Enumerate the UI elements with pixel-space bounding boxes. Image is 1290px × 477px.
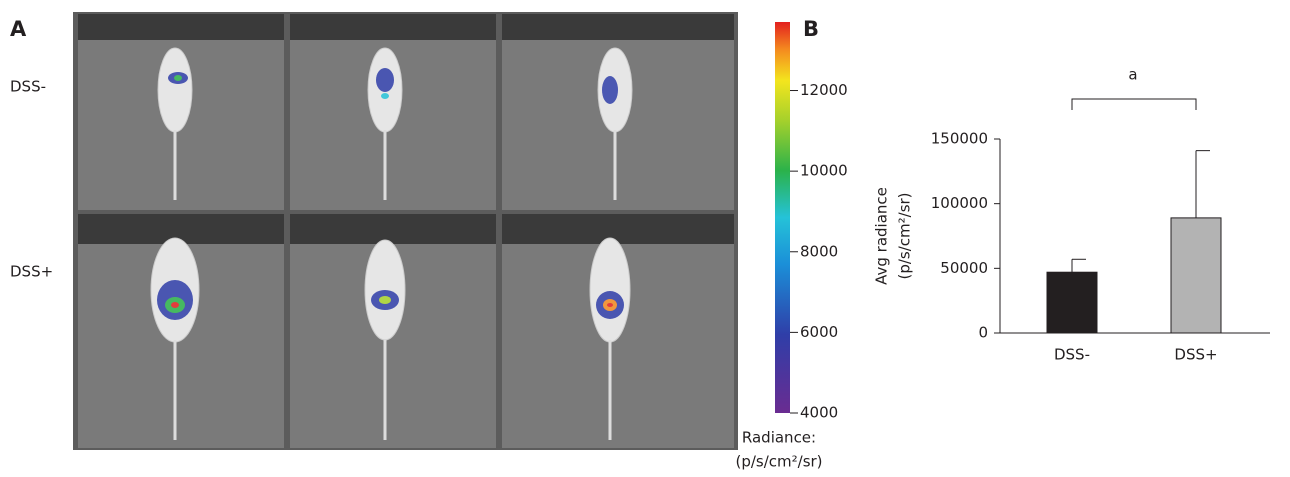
y-tick-label: 150000 [931, 130, 988, 148]
colorbar-tick-label: 12000 [800, 81, 848, 99]
panel-label: B [803, 17, 819, 41]
colorbar-unit: (p/s/cm²/sr) [735, 453, 822, 471]
row-label: DSS- [10, 78, 46, 96]
x-tick-label: DSS+ [1174, 346, 1217, 364]
x-tick-label: DSS- [1054, 346, 1090, 364]
panel-label: A [10, 17, 27, 41]
colorbar [775, 22, 790, 413]
colorbar-tick-label: 10000 [800, 162, 848, 180]
y-tick-label: 0 [978, 324, 988, 342]
annotation: a [1128, 66, 1137, 84]
y-tick-label: 50000 [940, 259, 988, 277]
y-axis-label: (p/s/cm²/sr) [896, 192, 914, 279]
row-label: DSS+ [10, 263, 53, 281]
colorbar-title: Radiance: [742, 429, 816, 447]
y-tick-label: 100000 [931, 194, 988, 212]
y-axis-label: Avg radiance [873, 187, 891, 285]
colorbar-tick-label: 4000 [800, 404, 838, 422]
bar [1046, 271, 1098, 334]
colorbar-tick-label: 8000 [800, 242, 838, 260]
bar [1170, 217, 1222, 334]
mouse-images [73, 12, 738, 450]
bracket [1071, 98, 1197, 110]
colorbar-tick-label: 6000 [800, 323, 838, 341]
